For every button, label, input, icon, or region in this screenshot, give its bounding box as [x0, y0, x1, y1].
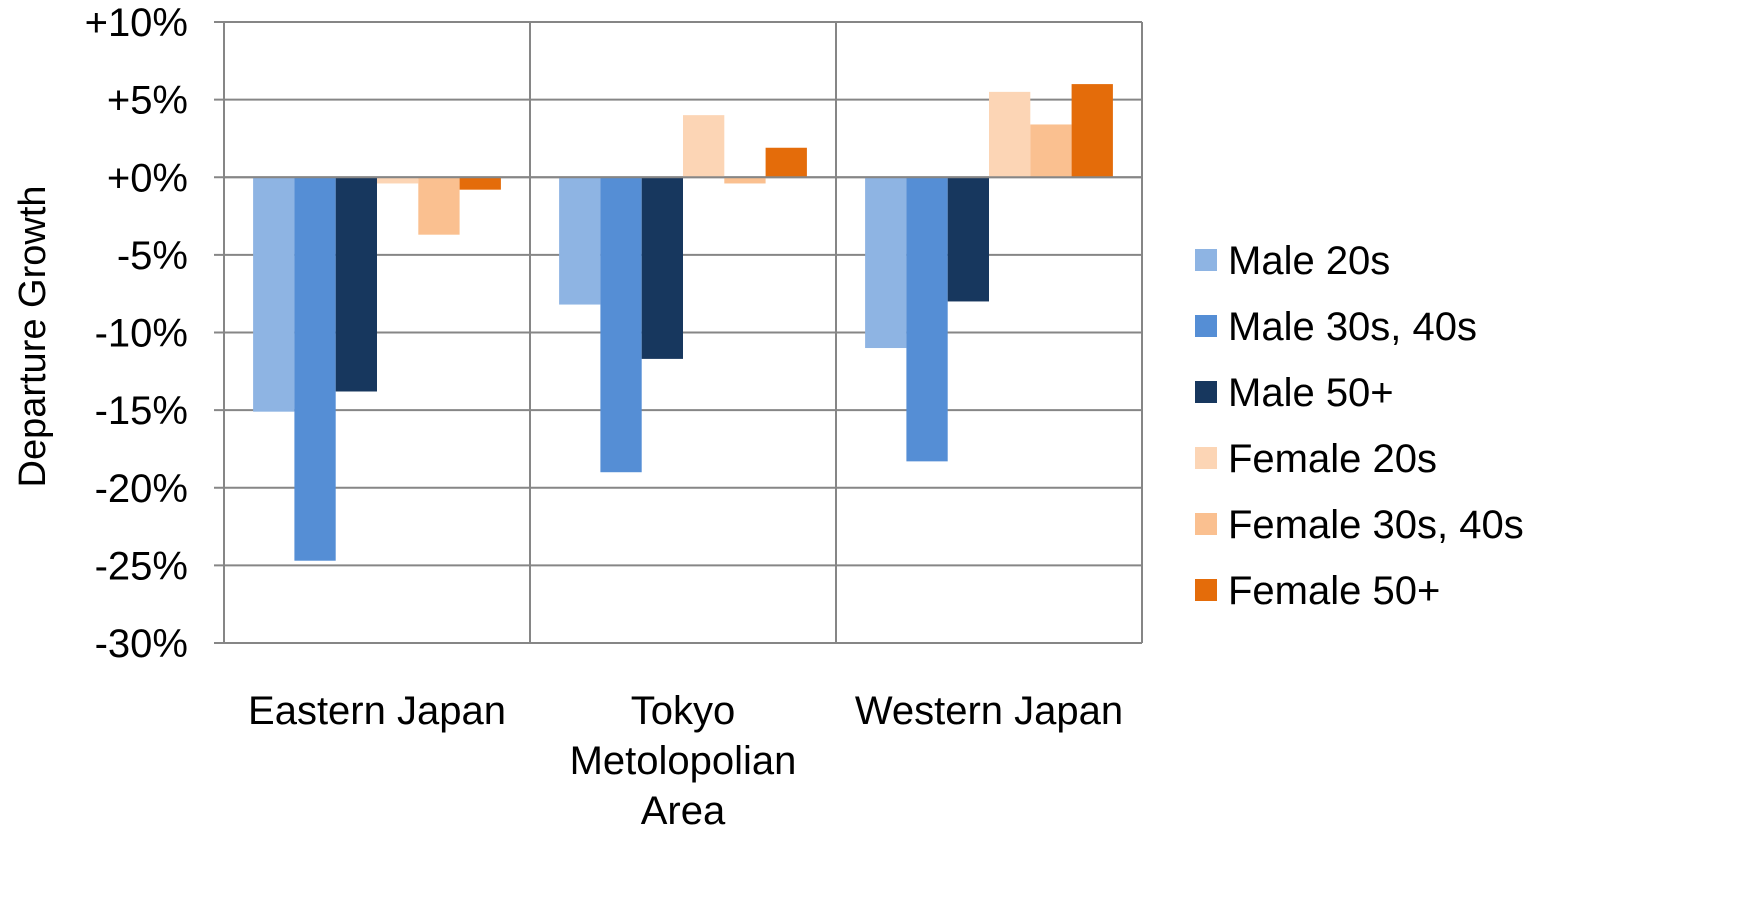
bar [335, 177, 377, 392]
legend-swatch [1195, 447, 1217, 469]
legend-label: Male 30s, 40s [1228, 305, 1477, 349]
legend-label: Female 50+ [1228, 569, 1440, 613]
x-category-label: Area [641, 789, 726, 833]
x-category-label: Tokyo [631, 689, 736, 733]
bar [459, 177, 501, 190]
bar [418, 177, 460, 235]
bar [683, 115, 725, 178]
y-tick-label: +10% [85, 1, 188, 45]
legend-label: Male 50+ [1228, 371, 1394, 415]
bar [989, 91, 1031, 178]
y-tick-label: -20% [95, 467, 188, 511]
y-tick-label: -15% [95, 389, 188, 433]
y-tick-label: -5% [117, 234, 188, 278]
legend-swatch [1195, 579, 1217, 601]
y-axis-title: Departure Growth [12, 185, 54, 487]
legend-swatch [1195, 513, 1217, 535]
axis-labels: +10% +5% +0% -5% -10% -15% -20% -25% -30% Eastern… [85, 1, 1124, 833]
bars [253, 84, 1113, 561]
legend: Male 20s Male 30s, 40s Male 50+ Female 20s F… [1195, 239, 1524, 613]
x-category-label: Western Japan [855, 689, 1123, 733]
bar [765, 147, 807, 178]
legend-label: Female 20s [1228, 437, 1437, 481]
y-tick-label: -25% [95, 544, 188, 588]
legend-label: Female 30s, 40s [1228, 503, 1524, 547]
y-tick-label: +5% [107, 79, 188, 123]
bar [294, 177, 336, 561]
y-tick-label: +0% [107, 156, 188, 200]
bar [947, 177, 989, 302]
x-category-label: Metolopolian [570, 739, 797, 783]
legend-swatch [1195, 249, 1217, 271]
x-category-label: Eastern Japan [248, 689, 506, 733]
bar [1071, 84, 1113, 178]
legend-swatch [1195, 381, 1217, 403]
y-tick-label: -30% [95, 622, 188, 666]
bar [724, 177, 766, 184]
legend-label: Male 20s [1228, 239, 1390, 283]
bar [253, 177, 295, 412]
bar [865, 177, 907, 349]
bar [641, 177, 683, 359]
bar [559, 177, 601, 305]
bar [1030, 124, 1072, 178]
y-tick-label: -10% [95, 312, 188, 356]
bar [600, 177, 642, 473]
axes [214, 21, 1142, 644]
legend-swatch [1195, 315, 1217, 337]
bar [906, 177, 948, 462]
bar [377, 177, 419, 184]
